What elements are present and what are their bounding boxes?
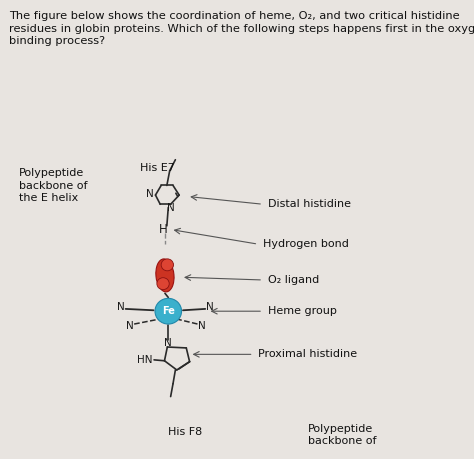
Text: His F8: His F8 — [168, 427, 202, 437]
Text: Proximal histidine: Proximal histidine — [258, 349, 357, 359]
Text: HN: HN — [137, 355, 152, 365]
Text: N: N — [206, 302, 214, 312]
Text: N: N — [164, 338, 172, 348]
Text: Polypeptide
backbone of
the E helix: Polypeptide backbone of the E helix — [19, 168, 88, 203]
Ellipse shape — [156, 259, 174, 292]
Text: N: N — [146, 189, 154, 199]
Text: Polypeptide
backbone of: Polypeptide backbone of — [308, 424, 377, 446]
Text: Heme group: Heme group — [268, 306, 337, 316]
Text: N: N — [198, 321, 205, 331]
Text: Hydrogen bond: Hydrogen bond — [263, 239, 349, 249]
Text: Fe: Fe — [162, 306, 175, 316]
Text: N: N — [167, 203, 174, 213]
Text: O₂ ligand: O₂ ligand — [268, 275, 319, 285]
Circle shape — [157, 278, 169, 290]
Text: Distal histidine: Distal histidine — [268, 199, 351, 209]
Text: N: N — [117, 302, 125, 312]
Text: His E7: His E7 — [140, 162, 175, 173]
Text: The figure below shows the coordination of heme, O₂, and two critical histidine
: The figure below shows the coordination … — [9, 11, 474, 46]
Circle shape — [155, 298, 182, 324]
Text: N: N — [126, 321, 133, 331]
Text: H: H — [159, 223, 167, 236]
Circle shape — [161, 259, 173, 271]
